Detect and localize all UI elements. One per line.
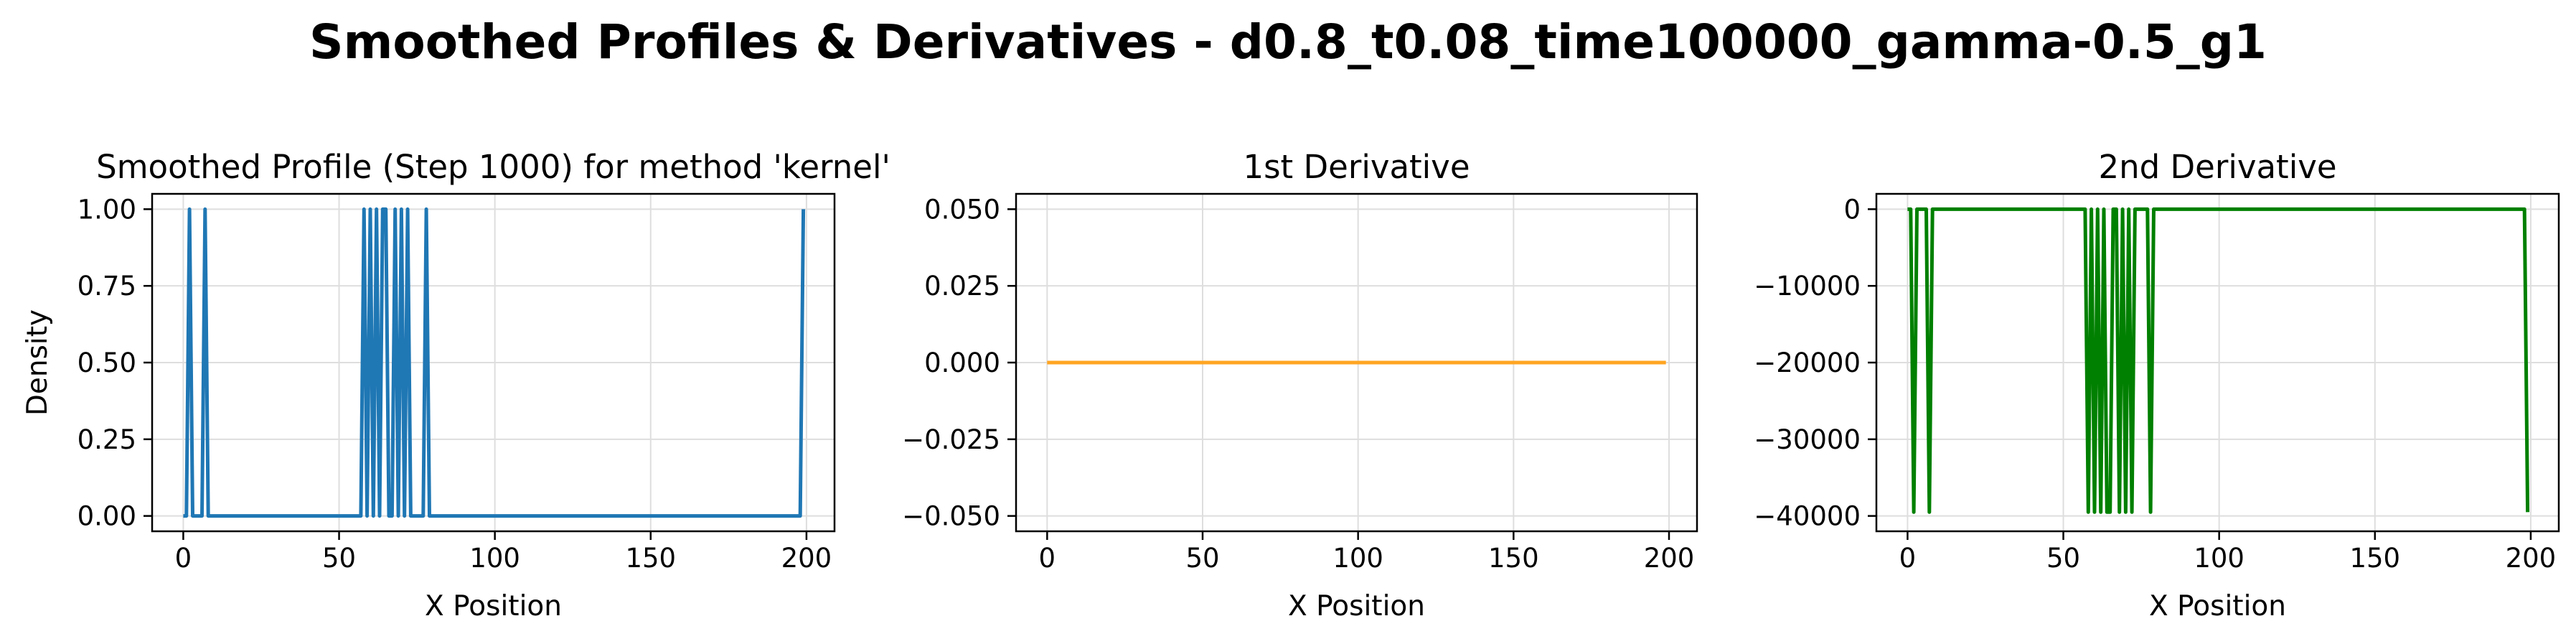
y-tick-label: 0.050 [924, 194, 1000, 225]
x-tick-label: 200 [2506, 543, 2557, 574]
x-tick-label: 100 [1332, 543, 1383, 574]
x-tick-label: 150 [2349, 543, 2400, 574]
y-axis-label: Density [22, 309, 54, 416]
x-tick-label: 100 [2194, 543, 2244, 574]
x-tick-label: 100 [469, 543, 520, 574]
y-tick-label: −0.025 [902, 424, 1000, 455]
second-derivative-panel: 0 50 100 150 200 −40000 −30000 −20000 −10000 0 2nd… [1754, 148, 2560, 622]
series-line [183, 207, 806, 518]
x-tick-label: 200 [1644, 543, 1695, 574]
y-tick-label: 0.000 [924, 347, 1000, 378]
y-tick-label: −20000 [1754, 347, 1861, 378]
y-tick-label: 1.00 [77, 194, 136, 225]
y-tick-label: −0.050 [902, 501, 1000, 532]
x-axis-label: X Position [1288, 590, 1425, 622]
panel-title: 2nd Derivative [2098, 148, 2336, 186]
y-tick-label: 0.00 [77, 501, 136, 532]
series-line [1907, 207, 2530, 514]
y-tick-label: 0 [1843, 194, 1861, 225]
x-tick-label: 150 [625, 543, 676, 574]
x-axis-label: X Position [425, 590, 562, 622]
y-tick-label: 0.025 [924, 271, 1000, 302]
x-axis-label: X Position [2149, 590, 2286, 622]
y-tick-label: −10000 [1754, 271, 1861, 302]
x-tick-label: 50 [1185, 543, 1219, 574]
figure-title: Smoothed Profiles & Derivatives - d0.8_t… [309, 14, 2267, 70]
x-tick-label: 50 [2046, 543, 2080, 574]
y-tick-label: 0.25 [77, 424, 136, 455]
x-tick-label: 150 [1488, 543, 1539, 574]
x-tick-label: 0 [175, 543, 192, 574]
x-tick-label: 0 [1039, 543, 1056, 574]
y-tick-label: −30000 [1754, 424, 1861, 455]
x-tick-label: 50 [322, 543, 356, 574]
y-tick-label: −40000 [1754, 501, 1861, 532]
y-tick-label: 0.50 [77, 347, 136, 378]
panel-title: 1st Derivative [1243, 148, 1470, 186]
panel-title: Smoothed Profile (Step 1000) for method … [96, 148, 890, 186]
x-tick-label: 200 [781, 543, 832, 574]
x-tick-label: 0 [1899, 543, 1917, 574]
y-tick-label: 0.75 [77, 271, 136, 302]
profile-panel: 0 50 100 150 200 0.00 0.25 0.50 0.75 1.00 Smoothed… [22, 148, 890, 622]
first-derivative-panel: 0 50 100 150 200 −0.050 −0.025 0.000 0.025 0.050 1… [902, 148, 1698, 622]
